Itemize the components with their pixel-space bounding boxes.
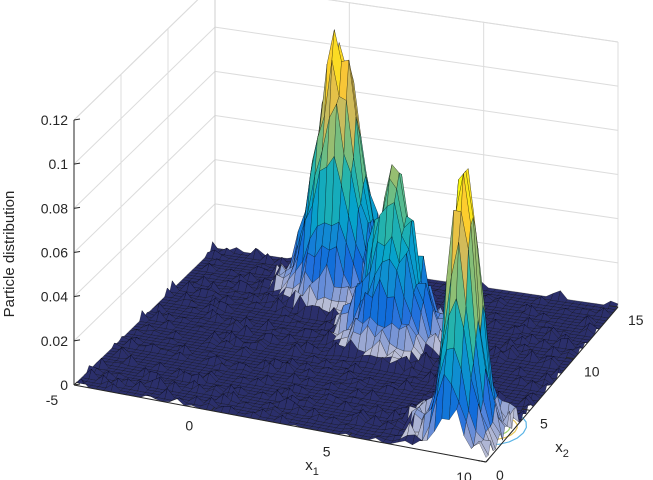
x1-tick-mark bbox=[210, 406, 215, 412]
particle-distribution-surface bbox=[73, 29, 619, 458]
z-tick-label: 0.12 bbox=[41, 112, 68, 128]
x2-tick-label: 0 bbox=[496, 467, 504, 480]
grid-line-z bbox=[73, 26, 216, 165]
x2-tick-mark bbox=[477, 459, 487, 463]
grid-line-z bbox=[73, 70, 216, 209]
z-tick-label: 0.04 bbox=[41, 289, 68, 305]
x2-tick-mark bbox=[609, 305, 619, 308]
grid-line-z bbox=[214, 26, 619, 87]
x1-tick-label: 10 bbox=[456, 469, 472, 480]
z-tick-label: 0.08 bbox=[41, 200, 68, 216]
z-tick-mark bbox=[73, 383, 81, 386]
x1-tick-label: -5 bbox=[46, 392, 59, 408]
z-tick-mark bbox=[73, 118, 81, 121]
grid-line-z bbox=[214, 70, 619, 131]
z-tick-mark bbox=[73, 206, 81, 209]
z-tick-mark bbox=[73, 339, 81, 342]
x2-axis-label: x2 bbox=[555, 439, 569, 460]
x2-tick-label: 5 bbox=[540, 415, 548, 431]
grid-line-z bbox=[214, 115, 619, 175]
box-edge bbox=[327, 0, 619, 43]
x1-tick-label: 0 bbox=[185, 418, 193, 434]
x1-tick-mark bbox=[348, 432, 353, 437]
z-tick-mark bbox=[73, 251, 81, 253]
grid-line-z bbox=[214, 159, 619, 220]
z-tick-label: 0.1 bbox=[49, 156, 69, 172]
x1-tick-label: 5 bbox=[323, 443, 331, 459]
x2-tick-label: 10 bbox=[584, 364, 600, 380]
z-tick-mark bbox=[73, 295, 81, 298]
x1-tick-mark bbox=[485, 458, 490, 463]
grid-line-z bbox=[73, 203, 216, 342]
z-tick-label: 0.06 bbox=[41, 245, 68, 261]
x2-tick-mark bbox=[521, 408, 531, 411]
z-tick-mark bbox=[73, 162, 81, 165]
x1-axis-line bbox=[73, 384, 487, 463]
grid-line-z bbox=[73, 0, 199, 121]
grid-line-z bbox=[73, 159, 216, 298]
grid-line-z bbox=[214, 203, 619, 264]
x2-tick-label: 15 bbox=[628, 312, 644, 328]
z-axis-label: Particle distribution bbox=[1, 191, 18, 318]
z-tick-label: 0 bbox=[60, 377, 68, 393]
x1-axis-label: x1 bbox=[305, 457, 319, 478]
surface-patch bbox=[478, 441, 489, 458]
axes bbox=[73, 118, 619, 463]
box-edge bbox=[73, 0, 199, 121]
x1-tick-mark bbox=[73, 381, 78, 386]
z-tick-label: 0.02 bbox=[41, 333, 68, 349]
x2-tick-mark bbox=[565, 356, 575, 360]
grid-line-z bbox=[73, 115, 216, 253]
x2-axis-line bbox=[485, 306, 619, 463]
